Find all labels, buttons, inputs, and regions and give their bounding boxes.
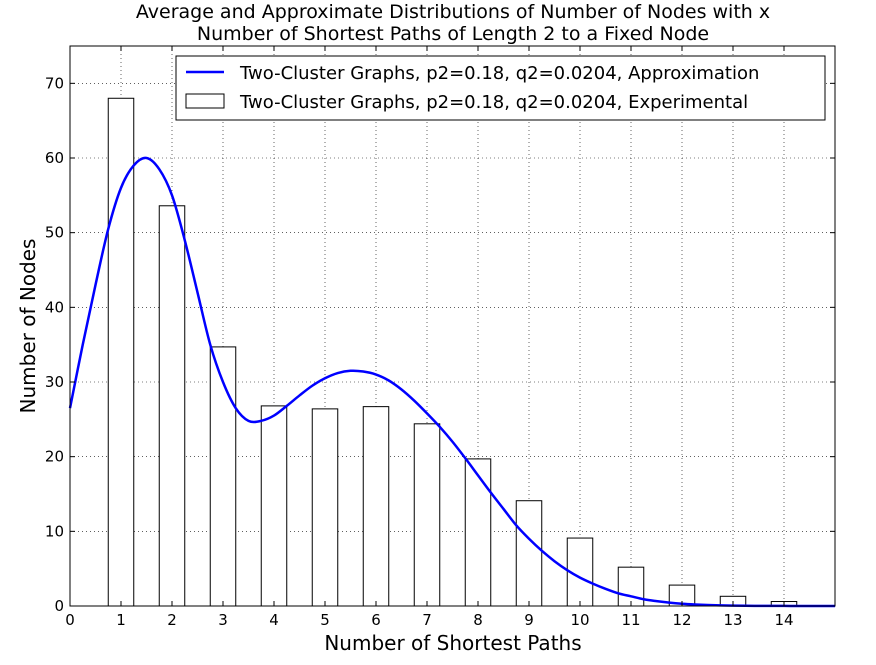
x-tick-label: 7 (422, 611, 432, 629)
bar-11 (617, 566, 645, 607)
x-tick-label: 14 (774, 611, 793, 629)
x-tick-label: 11 (621, 611, 640, 629)
x-tick-label: 13 (723, 611, 742, 629)
y-tick-label: 50 (45, 224, 64, 242)
legend-bar-swatch (185, 93, 225, 109)
bar-3 (209, 346, 237, 607)
y-tick-label: 30 (45, 373, 64, 391)
y-tick-label: 60 (45, 149, 64, 167)
bar-10 (566, 537, 594, 607)
bar-5 (311, 408, 339, 607)
x-tick-label: 8 (473, 611, 483, 629)
x-axis-label: Number of Shortest Paths (324, 631, 581, 655)
bar-4 (260, 405, 288, 607)
bar-9 (515, 500, 543, 607)
bar-2 (158, 205, 186, 607)
x-tick-label: 6 (371, 611, 381, 629)
y-tick-label: 10 (45, 522, 64, 540)
legend-label-approximation: Two-Cluster Graphs, p2=0.18, q2=0.0204, … (239, 63, 759, 84)
x-tick-label: 10 (570, 611, 589, 629)
x-tick-label: 2 (167, 611, 177, 629)
y-tick-label: 20 (45, 448, 64, 466)
grid-layer (70, 46, 835, 606)
legend-frame (175, 55, 826, 121)
x-tick-label: 5 (320, 611, 330, 629)
plot-frame (69, 45, 836, 607)
y-tick-label: 70 (45, 74, 64, 92)
y-tick-label: 40 (45, 298, 64, 316)
bar-8 (464, 458, 492, 607)
x-tick-label: 3 (218, 611, 228, 629)
x-tick-label: 0 (65, 611, 75, 629)
bar-7 (413, 423, 441, 607)
bar-6 (362, 406, 390, 607)
x-tick-label: 4 (269, 611, 279, 629)
y-tick-label: 0 (54, 597, 64, 615)
bars-layer (107, 97, 798, 607)
x-tick-label: 12 (672, 611, 691, 629)
x-tick-label: 9 (524, 611, 534, 629)
chart-title-line-2: Number of Shortest Paths of Length 2 to … (197, 23, 709, 45)
legend: Two-Cluster Graphs, p2=0.18, q2=0.0204, … (175, 55, 826, 121)
chart-title-line-1: Average and Approximate Distributions of… (136, 1, 770, 23)
line-layer (68, 156, 835, 608)
y-axis-label: Number of Nodes (16, 239, 40, 414)
x-tick-label: 1 (116, 611, 126, 629)
approximation-line (68, 156, 835, 608)
bar-1 (107, 97, 135, 607)
legend-label-experimental: Two-Cluster Graphs, p2=0.18, q2=0.0204, … (239, 92, 748, 113)
